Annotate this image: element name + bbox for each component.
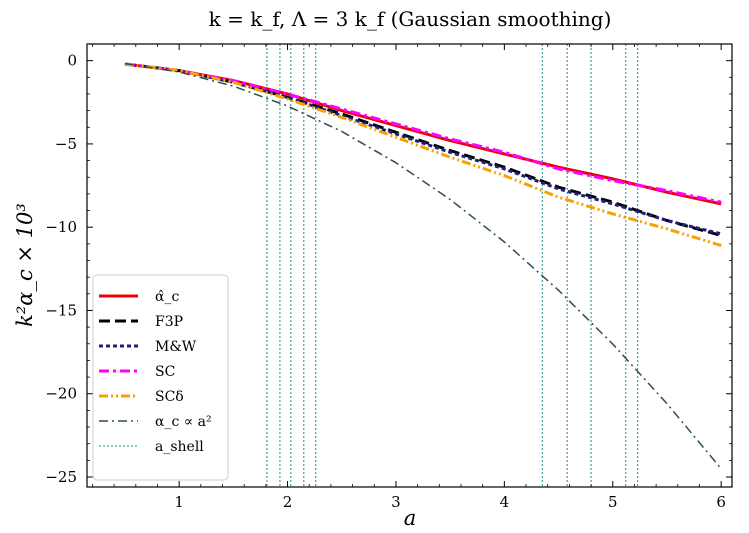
legend-label-4: SC [155, 364, 175, 380]
chart-title: k = k_f, Λ = 3 k_f (Gaussian smoothing) [209, 7, 612, 31]
y-tick-label: 0 [67, 52, 77, 70]
legend-label-6: α_c ∝ a² [155, 414, 212, 430]
y-tick-label: −10 [45, 218, 77, 236]
series-line-5 [124, 62, 722, 247]
x-tick-label: 6 [716, 493, 726, 511]
legend-label-2: F3P [155, 314, 183, 330]
y-tick-label: −15 [45, 301, 77, 319]
series-line-3 [124, 62, 722, 236]
y-tick-label: −5 [55, 135, 77, 153]
x-axis-label: a [404, 506, 417, 530]
legend-label-5: SCδ [155, 389, 184, 405]
legend-label-3: M&W [155, 339, 197, 355]
legend: α̂_c F3P M&W SC SCδ α_c ∝ a² a_shell [92, 274, 229, 481]
x-tick-label: 5 [608, 493, 618, 511]
series-line-1 [124, 62, 722, 206]
plot-frame [86, 43, 733, 488]
ticks-layer: 1 2 3 4 5 6 0 −5 −10 −15 −20 −25 [45, 43, 732, 511]
shell-lines-layer [266, 44, 639, 487]
legend-frame [92, 274, 229, 481]
series-layer [124, 62, 722, 470]
x-tick-label: 4 [500, 493, 510, 511]
legend-label-7: a_shell [155, 439, 204, 455]
x-tick-label: 2 [283, 493, 293, 511]
y-axis-label: k²α_c × 10³ [13, 203, 37, 327]
x-tick-label: 3 [391, 493, 401, 511]
y-tick-label: −20 [45, 385, 77, 403]
series-line-6 [124, 62, 722, 470]
y-tick-label: −25 [45, 468, 77, 486]
legend-label-1: α̂_c [155, 289, 179, 305]
x-tick-label: 1 [174, 493, 184, 511]
chart-title-text: k = k_f, Λ = 3 k_f (Gaussian smoothing) [209, 7, 612, 31]
